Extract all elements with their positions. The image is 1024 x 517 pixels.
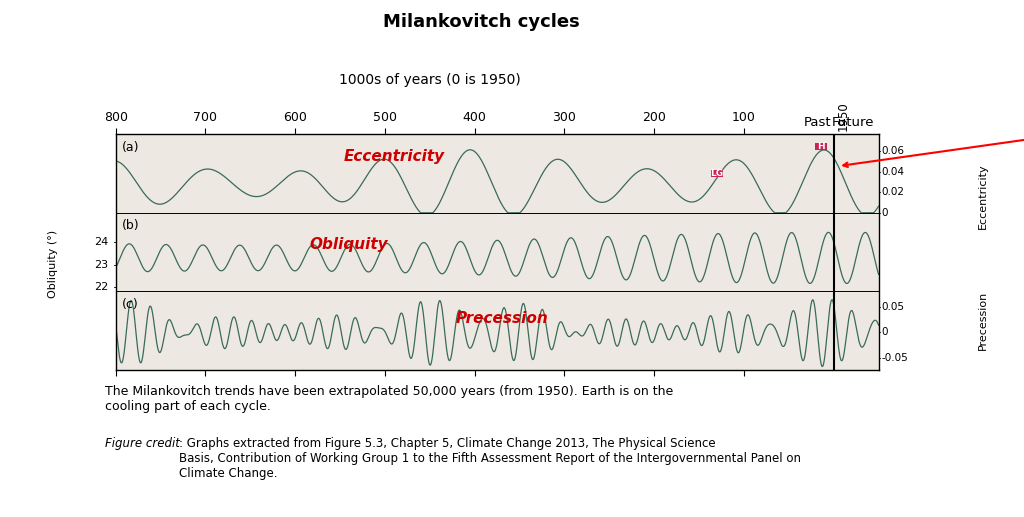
Text: 1000s of years (0 is 1950): 1000s of years (0 is 1950) <box>339 73 521 87</box>
Text: 0.05: 0.05 <box>882 302 904 312</box>
Text: (a): (a) <box>122 141 139 154</box>
Text: Obliquity: Obliquity <box>309 237 388 252</box>
Text: The Milankovitch trends have been extrapolated 50,000 years (from 1950). Earth i: The Milankovitch trends have been extrap… <box>105 385 674 413</box>
Text: Precession: Precession <box>456 311 548 326</box>
Text: 0: 0 <box>882 327 888 338</box>
Text: Eccentricity and obliquity
decreasing at present: Eccentricity and obliquity decreasing at… <box>843 117 1024 167</box>
Text: -0.05: -0.05 <box>882 353 908 363</box>
Text: 1950: 1950 <box>837 101 850 131</box>
Text: Milankovitch cycles: Milankovitch cycles <box>383 13 580 31</box>
Bar <box>815 143 827 150</box>
Text: 0.02: 0.02 <box>882 187 904 197</box>
Text: 0.06: 0.06 <box>882 146 904 156</box>
Text: 23: 23 <box>94 260 109 269</box>
Text: Future: Future <box>833 116 874 129</box>
Text: 0.04: 0.04 <box>882 167 904 177</box>
Text: Figure credit: Figure credit <box>105 437 180 450</box>
Text: 24: 24 <box>94 237 109 247</box>
Text: LG: LG <box>711 169 724 178</box>
Text: H: H <box>817 142 825 151</box>
Text: : Graphs extracted from Figure 5.3, Chapter 5, Climate Change 2013, The Physical: : Graphs extracted from Figure 5.3, Chap… <box>179 437 801 480</box>
Text: 22: 22 <box>94 282 109 292</box>
Text: Eccentricity: Eccentricity <box>343 149 444 164</box>
Text: Past: Past <box>804 116 831 129</box>
Text: Obliquity (°): Obliquity (°) <box>48 230 58 298</box>
Text: 0: 0 <box>882 208 888 218</box>
Text: (b): (b) <box>122 219 139 232</box>
Text: Eccentricity: Eccentricity <box>978 164 988 229</box>
Bar <box>711 170 723 177</box>
Text: Precession: Precession <box>978 291 988 350</box>
Text: (c): (c) <box>122 297 138 311</box>
